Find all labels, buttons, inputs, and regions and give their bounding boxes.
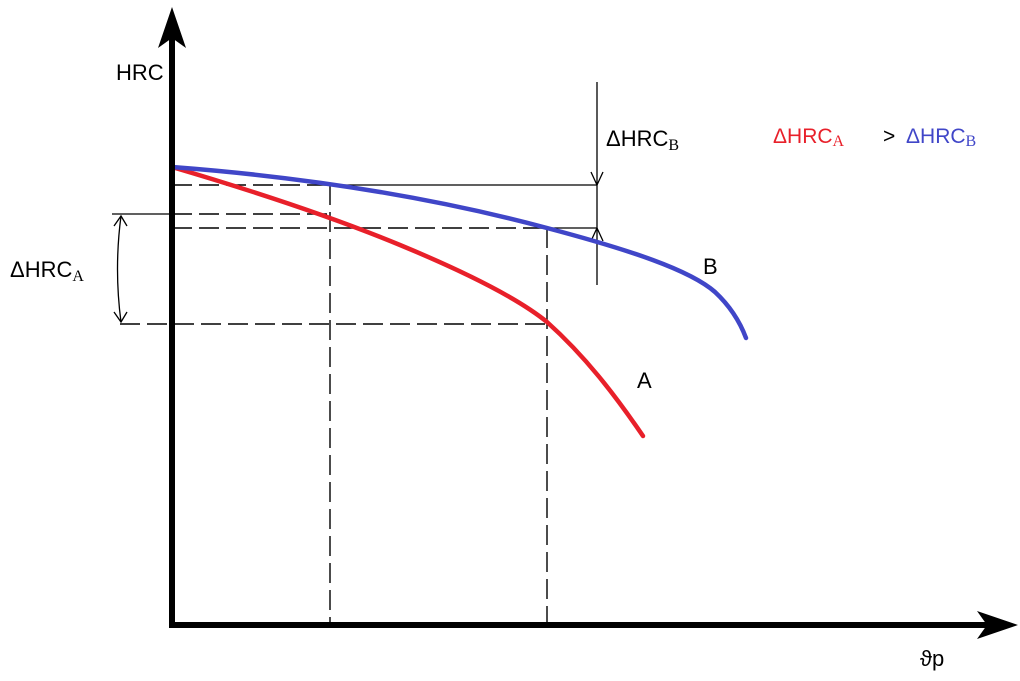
curve-b-label: B xyxy=(703,254,718,279)
guide-lines xyxy=(120,184,548,625)
legend-left-subscript: A xyxy=(833,133,845,150)
arrow-up-head xyxy=(590,226,604,242)
delta-b-subscript: B xyxy=(668,137,679,154)
delta-a-arrow-top-head xyxy=(113,214,128,227)
arrow-down-head xyxy=(590,171,604,187)
delta-b-symbol: ΔHRC xyxy=(606,126,668,151)
legend-left-symbol: ΔHRC xyxy=(773,125,833,148)
delta-a-arrow xyxy=(116,215,122,323)
delta-a-symbol: ΔHRC xyxy=(10,257,72,282)
delta-b-arrows xyxy=(590,171,604,242)
curve-a xyxy=(169,164,646,439)
legend-relation: ΔHRCA ˃ ΔHRCB xyxy=(773,125,976,150)
y-axis-arrow-icon xyxy=(158,7,186,48)
delta-a-subscript: A xyxy=(72,268,84,285)
delta-a-annotation: ΔHRCA xyxy=(10,257,84,285)
axes xyxy=(158,7,1018,639)
legend-right-symbol: ΔHRC xyxy=(906,125,966,148)
delta-a-arrow-bottom-head xyxy=(113,311,128,324)
delta-b-reference xyxy=(330,82,598,285)
delta-a-dimension xyxy=(112,213,172,324)
delta-b-annotation: ΔHRCB xyxy=(606,126,679,154)
legend-left: ΔHRCA xyxy=(773,125,845,150)
x-axis-label: ϑp xyxy=(920,646,944,671)
legend-operator: ˃ xyxy=(883,125,895,148)
legend-right-subscript: B xyxy=(966,133,977,150)
y-axis-label: HRC xyxy=(116,60,164,85)
legend-right: ΔHRCB xyxy=(906,125,976,150)
curve-a-label: A xyxy=(637,368,652,393)
curve-b xyxy=(169,164,749,341)
x-axis-arrow-icon xyxy=(977,611,1018,639)
